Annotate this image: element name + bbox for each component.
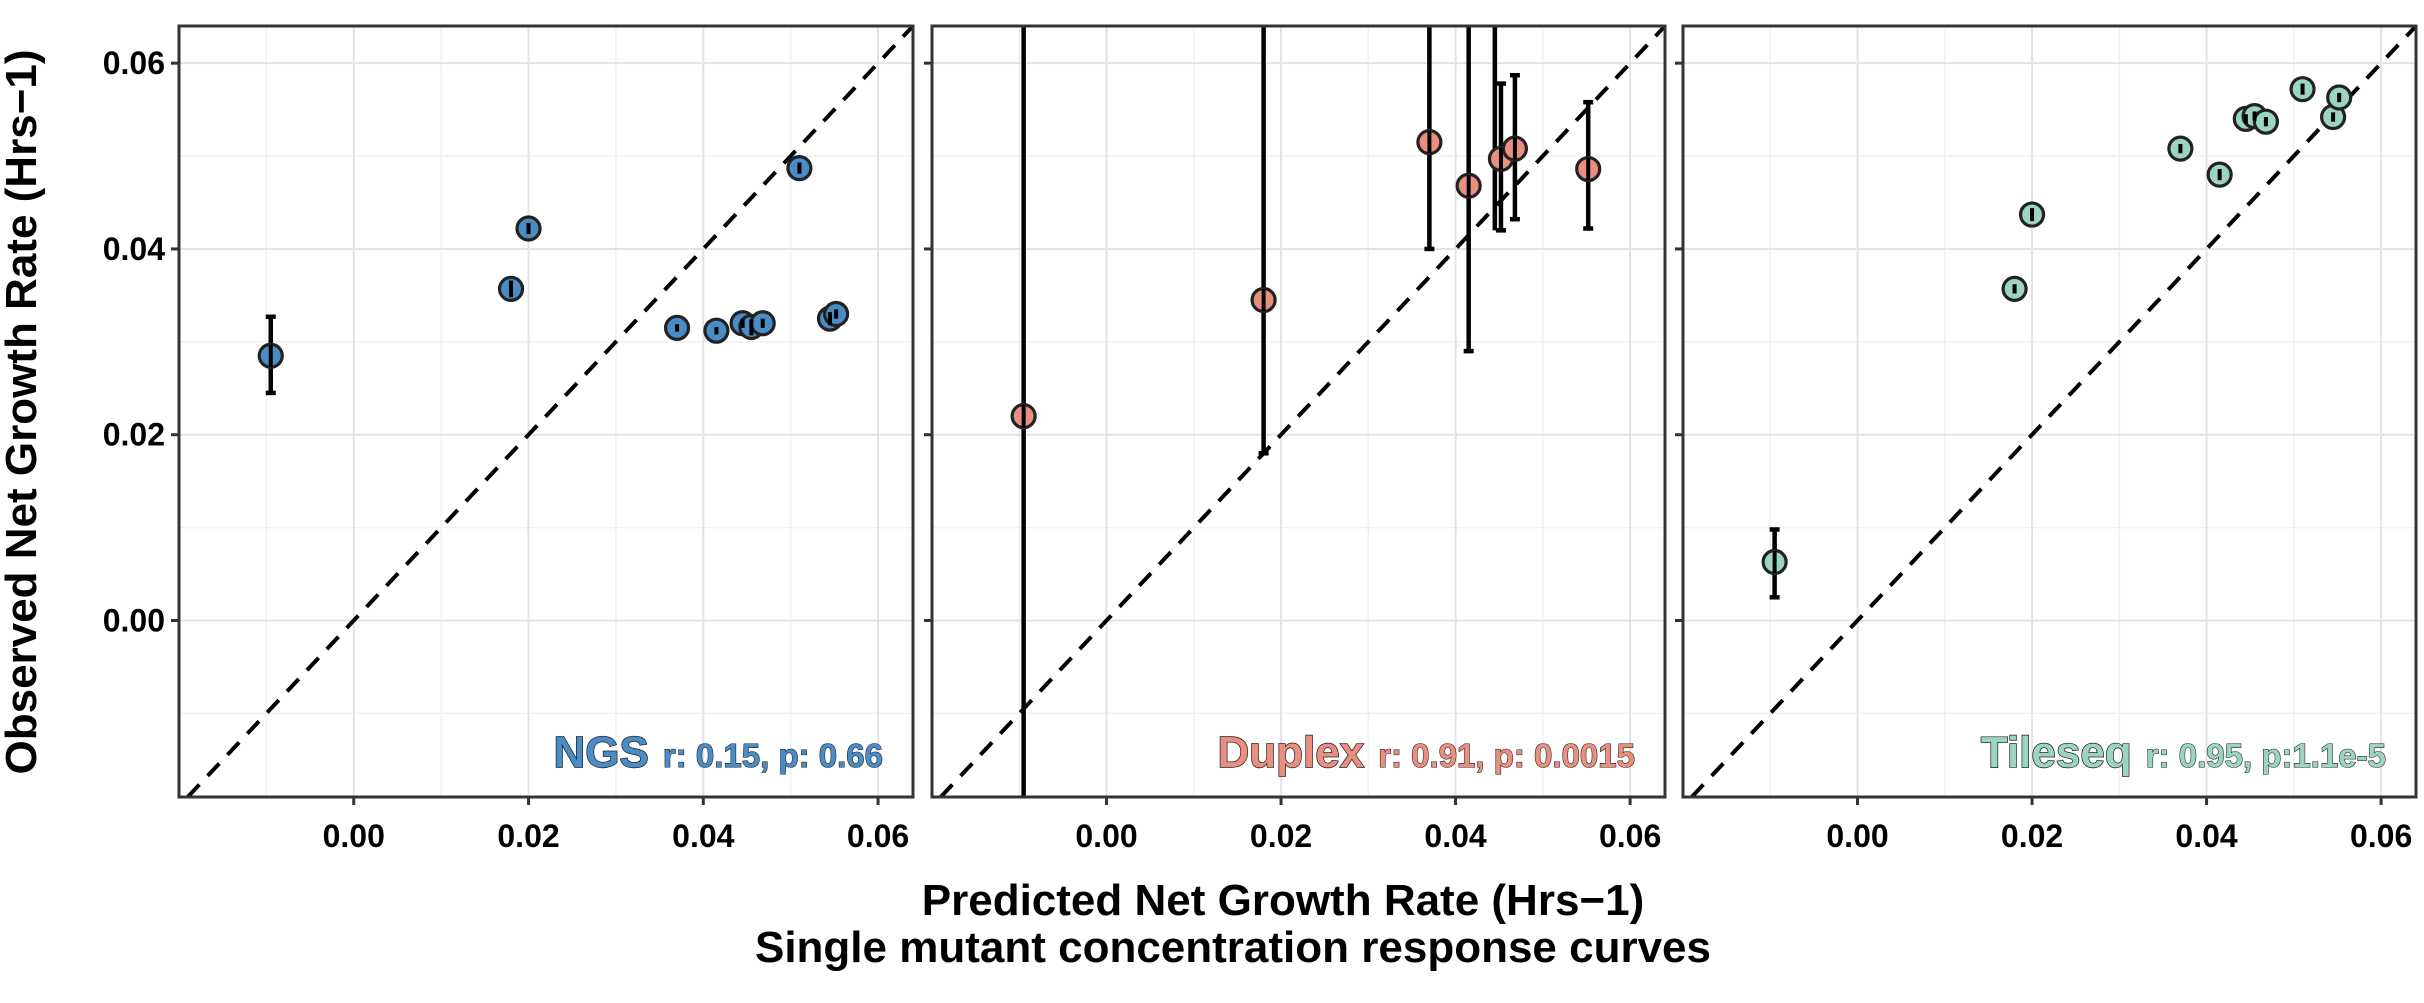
- x-tick-label: 0.00: [1826, 818, 1888, 854]
- identity-line: [1690, 26, 2416, 797]
- x-tick-label: 0.04: [1424, 818, 1486, 854]
- y-tick-label: 0.02: [103, 417, 165, 453]
- annotation-method: Tileseq: [1981, 728, 2132, 777]
- x-tick-label: 0.00: [1075, 818, 1137, 854]
- x-tick-label: 0.02: [2001, 818, 2063, 854]
- panel-annotation: Tileseq r: 0.95, p:1.1e-5: [1981, 728, 2386, 777]
- x-tick-label: 0.06: [2350, 818, 2412, 854]
- gridlines: [179, 26, 913, 797]
- panel-ngs: NGS r: 0.15, p: 0.66 0.00 0.02 0.04 0.06 0.00 0…: [103, 24, 915, 854]
- y-axis-title: Observed Net Growth Rate (Hrs−1): [0, 50, 46, 775]
- panel-background: [179, 26, 913, 797]
- y-tick-label: 0.06: [103, 45, 165, 81]
- error-bars-overlay: [268, 162, 839, 367]
- x-tick-label: 0.06: [847, 818, 909, 854]
- annotation-stats: r: 0.91, p: 0.0015: [1378, 737, 1635, 774]
- x-axis-title: Predicted Net Growth Rate (Hrs−1): [922, 876, 1645, 925]
- panel-border: [930, 24, 1667, 799]
- y-tick-label: 0.04: [103, 231, 165, 267]
- identity-line: [939, 26, 1665, 797]
- error-bars-overlay: [1021, 131, 1591, 428]
- panel-annotation: Duplex r: 0.91, p: 0.0015: [1217, 728, 1635, 777]
- error-bars-overlay: [1772, 83, 2342, 573]
- x-tick-label: 0.02: [1250, 818, 1312, 854]
- annotation-stats: r: 0.15, p: 0.66: [663, 737, 883, 774]
- panel-background: [932, 26, 1665, 797]
- x-tick-label: 0.04: [2175, 818, 2237, 854]
- x-tick-label: 0.00: [323, 818, 385, 854]
- annotation-method: Duplex: [1217, 728, 1364, 777]
- panel-border: [177, 24, 915, 799]
- x-tick-label: 0.04: [672, 818, 734, 854]
- panel-tileseq: Tileseq r: 0.95, p:1.1e-5 0.00 0.02 0.04 0.06: [1675, 24, 2418, 854]
- gridlines: [1683, 26, 2416, 797]
- panels: NGS r: 0.15, p: 0.66 0.00 0.02 0.04 0.06 0.00 0…: [103, 24, 2418, 854]
- panel-duplex: Duplex r: 0.91, p: 0.0015 0.00 0.02 0.04 0.06: [924, 24, 1667, 854]
- annotation-stats: r: 0.95, p:1.1e-5: [2146, 737, 2386, 774]
- figure-subtitle: Single mutant concentration response cur…: [755, 923, 1711, 972]
- annotation-method: NGS: [554, 728, 649, 777]
- panel-background: [1683, 26, 2416, 797]
- panel-border: [1681, 24, 2418, 799]
- x-tick-label: 0.02: [497, 818, 559, 854]
- identity-line: [186, 26, 913, 797]
- x-tick-label: 0.06: [1599, 818, 1661, 854]
- y-tick-label: 0.00: [103, 603, 165, 639]
- panel-annotation: NGS r: 0.15, p: 0.66: [554, 728, 883, 777]
